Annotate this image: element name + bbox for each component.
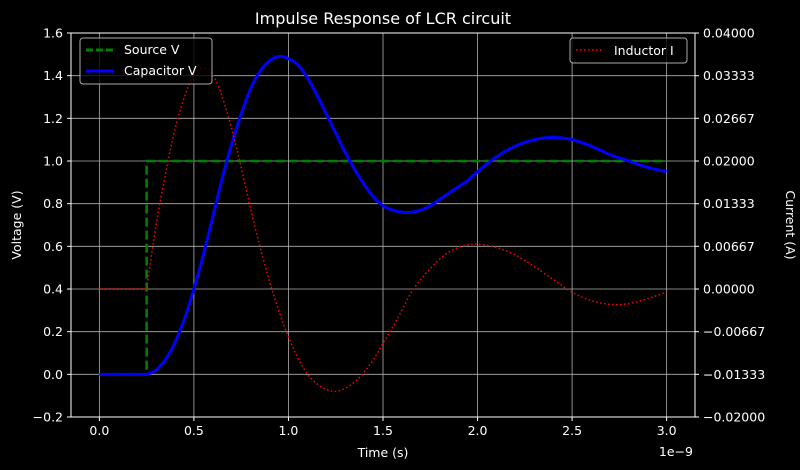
y-left-tick-label: 1.0 <box>43 154 63 169</box>
x-axis-offset-text: 1e−9 <box>659 444 693 459</box>
x-tick-label: 2.5 <box>562 423 582 438</box>
x-tick-label: 0.0 <box>89 423 109 438</box>
y-right-tick-label: 0.01333 <box>703 196 755 211</box>
y-right-tick-label: 0.04000 <box>703 26 755 41</box>
x-axis-label: Time (s) <box>357 445 409 460</box>
y-left-tick-label: 0.4 <box>43 282 63 297</box>
y-left-tick-label: −0.2 <box>33 410 63 425</box>
x-tick-label: 3.0 <box>657 423 677 438</box>
series-source-v-line <box>99 159 667 376</box>
x-tick-label: 2.0 <box>468 423 488 438</box>
y-right-tick-label: 0.02667 <box>703 111 755 126</box>
legend-right: Inductor I <box>569 37 688 64</box>
x-tick-label: 1.0 <box>279 423 299 438</box>
series-capacitor-v-line <box>99 54 667 376</box>
y-right-tick-label: 0.03333 <box>703 68 755 83</box>
y-left-tick-label: 0.0 <box>43 367 63 382</box>
series-inductor-i-line <box>99 67 667 393</box>
legend-capacitor-v-label: Capacitor V <box>124 63 197 78</box>
y-right-tick-label: −0.00667 <box>703 324 765 339</box>
x-tick-label: 0.5 <box>184 423 204 438</box>
y-right-tick-label: 0.02000 <box>703 154 755 169</box>
y-axis-left-label: Voltage (V) <box>9 190 24 259</box>
y-right-tick-label: −0.02000 <box>703 410 765 425</box>
y-left-tick-label: 0.8 <box>43 196 63 211</box>
y-left-tick-label: 1.2 <box>43 111 63 126</box>
y-right-tick-label: 0.00000 <box>703 282 755 297</box>
legend-left: Source V Capacitor V <box>79 37 213 85</box>
y-left-tick-label: 0.2 <box>43 324 63 339</box>
y-left-tick-label: 0.6 <box>43 239 63 254</box>
legend-right-box <box>569 37 688 64</box>
y-right-tick-label: −0.01333 <box>703 367 765 382</box>
x-tick-label: 1.5 <box>373 423 393 438</box>
series-group <box>99 54 667 393</box>
y-axis-right-label: Current (A) <box>783 190 798 259</box>
y-left-tick-label: 1.6 <box>43 26 63 41</box>
y-left-tick-label: 1.4 <box>43 68 63 83</box>
y-right-tick-label: 0.00667 <box>703 239 755 254</box>
legend-inductor-i-label: Inductor I <box>614 43 674 58</box>
legend-source-v-label: Source V <box>124 42 180 57</box>
ticks: 0.0 0.5 1.0 1.5 2.0 2.5 3.0 −0.2 0.0 0.2 0.4 0.6 0.8… <box>33 26 766 439</box>
chart-title: Impulse Response of LCR circuit <box>255 9 511 28</box>
